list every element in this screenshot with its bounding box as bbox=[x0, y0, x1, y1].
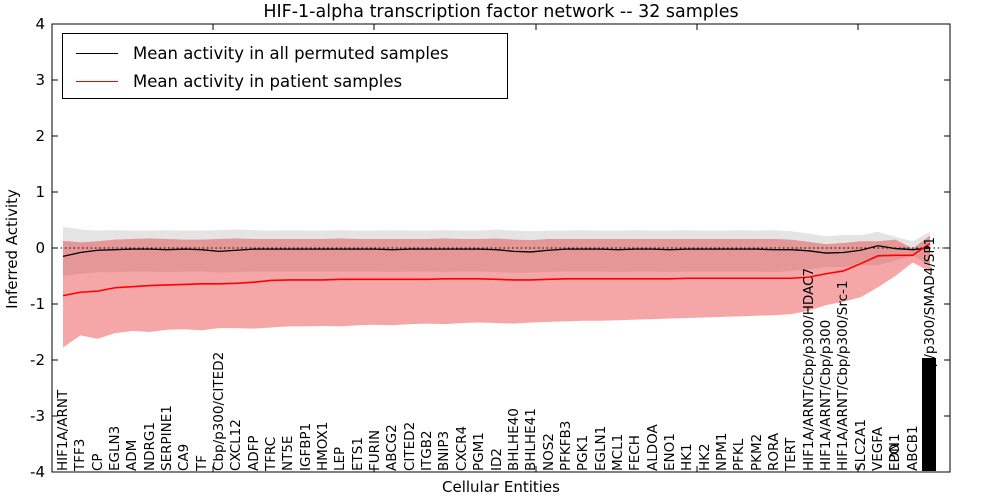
x-tick-label: SERPINE1 bbox=[159, 405, 176, 471]
x-tick-label: Cbp/p300/CITED2 bbox=[211, 351, 228, 471]
x-tick-label: CP bbox=[89, 453, 106, 471]
x-tick-label: PKM2 bbox=[748, 433, 765, 471]
x-tick-label: MCL1 bbox=[609, 433, 626, 471]
x-tick-label: NOS2 bbox=[540, 433, 557, 471]
x-tick-label: EGLN1 bbox=[592, 425, 609, 471]
x-tick-label: EGLN3 bbox=[107, 425, 124, 471]
x-tick-label: CITED2 bbox=[401, 421, 418, 471]
y-tick-label: -1 bbox=[30, 295, 45, 313]
x-tick-label: SLC2A1 bbox=[852, 419, 869, 471]
x-tick-label: PFKL bbox=[731, 438, 748, 471]
patient-mean-line bbox=[62, 242, 931, 297]
permuted-std-band bbox=[63, 226, 930, 276]
x-tick-label: CA9 bbox=[176, 443, 193, 471]
x-tick-label: HK2 bbox=[696, 443, 713, 471]
x-tick-label: ALDOA bbox=[644, 424, 661, 471]
x-tick-label: ADM bbox=[124, 439, 141, 471]
y-tick-label: -3 bbox=[30, 407, 45, 425]
y-tick-label: 1 bbox=[35, 183, 45, 201]
x-tick-label: HIF1A/ARNT/Cbp/p300/HDAC7 bbox=[800, 267, 817, 471]
x-tick-label: HIF1A/ARNT bbox=[55, 389, 71, 471]
x-tick-label: ITGB2 bbox=[419, 430, 436, 471]
x-tick-label: TF bbox=[193, 454, 210, 471]
x-tick-label: ID2 bbox=[488, 448, 505, 471]
y-tick-label: -4 bbox=[30, 463, 45, 481]
y-tick-label: 0 bbox=[35, 239, 45, 257]
legend-item-permuted: Mean activity in all permuted samples bbox=[63, 39, 507, 67]
x-tick-label: ADFP bbox=[245, 435, 262, 471]
x-tick-label: NT5E bbox=[280, 435, 297, 471]
x-tick-label: NDRG1 bbox=[141, 422, 158, 471]
x-tick-label: BHLHE41 bbox=[523, 408, 540, 471]
y-tick-label: 3 bbox=[35, 71, 45, 89]
legend-line-sample-black bbox=[76, 52, 118, 54]
x-tick-label: ETS1 bbox=[349, 437, 366, 471]
permuted-mean-line bbox=[62, 245, 931, 258]
x-tick-label: FURIN bbox=[367, 429, 384, 471]
x-tick-label: LEP bbox=[332, 446, 349, 471]
patient-std-band bbox=[63, 235, 930, 348]
legend-label: Mean activity in all permuted samples bbox=[133, 43, 449, 63]
x-tick-label: BHLHE40 bbox=[505, 408, 522, 471]
x-tick-label: BNIP3 bbox=[436, 430, 453, 471]
x-tick-label: VEGFA bbox=[869, 427, 886, 471]
x-tick-label: NPM1 bbox=[713, 432, 730, 471]
y-tick-label: 2 bbox=[35, 127, 45, 145]
x-tick-label: HMOX1 bbox=[315, 421, 332, 471]
x-tick-label: ABCB1 bbox=[904, 425, 921, 471]
x-tick-label: CXCR4 bbox=[453, 425, 470, 471]
legend: Mean activity in all permuted samples Me… bbox=[62, 33, 508, 99]
x-tick-label: HIF1A/ARNT/Cbp/p300/Src-1 bbox=[835, 280, 852, 471]
legend-line-sample-red bbox=[76, 80, 118, 82]
x-tick-label: HIF1A/ARNT/Cbp/p300 bbox=[817, 319, 834, 471]
x-tick-label: IGFBP1 bbox=[297, 422, 314, 471]
x-tick-label: HIF1A/ARNT/Cbp/p300/SMAD4/SP1 bbox=[922, 236, 938, 471]
y-tick-label: 4 bbox=[35, 15, 45, 33]
legend-label: Mean activity in patient samples bbox=[133, 71, 403, 91]
y-tick-label: -2 bbox=[30, 351, 45, 369]
x-tick-label: PGK1 bbox=[575, 434, 592, 471]
x-tick-label: ENO1 bbox=[661, 433, 678, 471]
x-tick-label: ABCG2 bbox=[384, 424, 401, 471]
x-tick-label: TFF3 bbox=[72, 438, 89, 471]
x-tick-label: PGM1 bbox=[471, 432, 488, 471]
x-tick-label: PFKFB3 bbox=[557, 420, 574, 471]
overlapping-labels-blob bbox=[922, 358, 936, 471]
chart-title: HIF-1-alpha transcription factor network… bbox=[263, 2, 739, 22]
x-tick-label: TFRC bbox=[263, 436, 280, 471]
x-tick-label: TERT bbox=[783, 437, 800, 471]
x-tick-label: EPO bbox=[887, 443, 904, 471]
x-tick-label: FECH bbox=[627, 435, 644, 471]
x-tick-label: HK1 bbox=[679, 443, 696, 471]
x-tick-label: RORA bbox=[765, 432, 782, 471]
x-axis-label: Cellular Entities bbox=[442, 478, 560, 496]
x-tick-label: CXCL12 bbox=[228, 419, 245, 471]
legend-item-patient: Mean activity in patient samples bbox=[63, 67, 507, 95]
